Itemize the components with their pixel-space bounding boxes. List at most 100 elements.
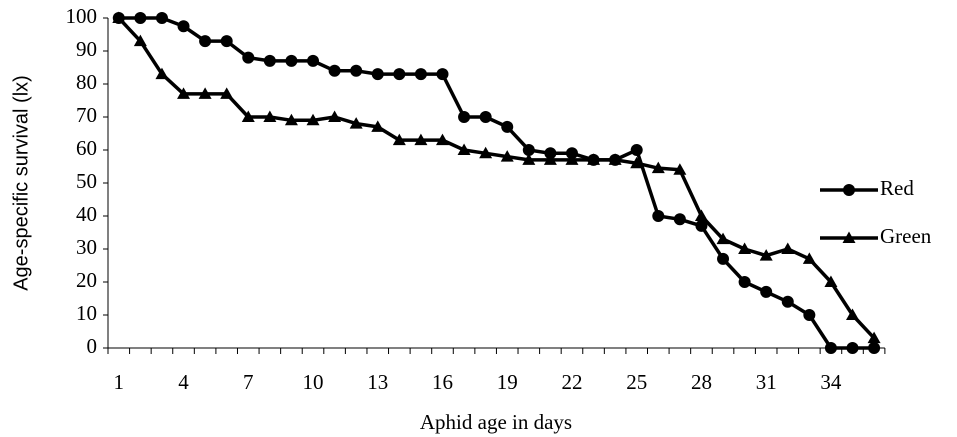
y-tick-label: 90 [76,37,97,61]
data-point [565,153,579,165]
data-point [241,110,255,122]
data-point [414,133,428,146]
x-tick-label: 28 [691,370,712,394]
data-point [263,54,276,67]
y-axis-title: Age-specific survival (lx) [10,75,32,291]
data-point [652,210,665,222]
data-point [695,219,708,232]
x-axis-title: Aphid age in days [420,410,572,434]
data-point [177,87,191,99]
data-point [630,156,644,169]
legend-marker [842,231,856,243]
data-point [759,249,773,261]
data-point [198,87,212,99]
data-point [868,342,881,354]
data-point [306,113,320,126]
data-point [479,146,493,159]
data-point [846,308,860,320]
data-point [717,252,730,265]
data-point [565,147,578,160]
y-tick-label: 80 [76,70,97,94]
data-point [457,143,471,155]
data-point [608,153,622,165]
x-tick-label: 13 [367,370,388,394]
data-point [738,242,752,254]
x-tick-label: 25 [626,370,647,394]
data-point [155,12,168,24]
data-point [350,64,363,77]
data-point [220,87,234,99]
data-point [544,147,557,160]
x-tick-label: 7 [243,370,254,394]
y-tick-label: 10 [76,301,97,325]
data-point [133,34,147,47]
data-point [543,153,557,165]
data-point [630,144,643,156]
y-tick-label: 100 [66,4,98,28]
y-tick-label: 30 [76,235,97,259]
x-tick-label: 31 [756,370,777,394]
data-point [220,35,233,48]
data-point [694,209,708,221]
y-tick-label: 40 [76,202,97,226]
y-tick-label: 50 [76,169,97,193]
data-point [263,110,277,122]
data-point [587,153,601,165]
data-point [328,64,341,77]
data-point [112,11,126,23]
data-point [651,161,665,174]
data-point [846,342,859,354]
data-point [781,242,795,254]
data-point [760,285,773,298]
y-tick-label: 60 [76,136,97,160]
data-point [500,150,514,162]
data-point [436,68,449,81]
data-point [393,68,406,81]
data-point [824,275,838,287]
data-point [738,276,751,288]
x-tick-label: 16 [432,370,453,394]
data-point [716,232,730,245]
data-point [458,111,471,123]
data-point [867,331,881,344]
x-tick-label: 34 [820,370,842,394]
y-tick-label: 0 [87,334,98,358]
data-point [392,133,406,146]
data-point [824,342,837,354]
x-tick-label: 19 [497,370,518,394]
series-line [118,16,875,350]
y-tick-label: 20 [76,268,97,292]
data-point [673,163,687,175]
data-point [307,54,320,67]
data-point [371,120,385,132]
legend-label: Red [880,176,914,200]
data-point [802,252,816,264]
data-point [414,68,427,81]
data-point [284,113,298,126]
data-point [199,35,212,48]
x-tick-label: 10 [303,370,324,394]
data-point [673,213,686,226]
y-tick-label: 70 [76,103,97,127]
data-point [371,68,384,81]
x-tick-label: 4 [178,370,189,394]
data-point [522,144,535,156]
x-tick-label: 22 [561,370,582,394]
data-point [435,133,449,146]
data-point [479,111,492,123]
x-tick-label: 1 [114,370,125,394]
data-point [803,309,816,321]
data-point [134,12,147,24]
legend-marker [843,184,855,196]
data-point [155,67,169,80]
data-point [501,120,514,133]
data-point [328,110,342,122]
data-point [242,51,255,64]
data-point [522,153,536,165]
legend-label: Green [880,224,932,248]
data-point [177,20,190,33]
data-point [349,117,363,129]
data-point [285,54,298,67]
data-point [781,295,794,308]
